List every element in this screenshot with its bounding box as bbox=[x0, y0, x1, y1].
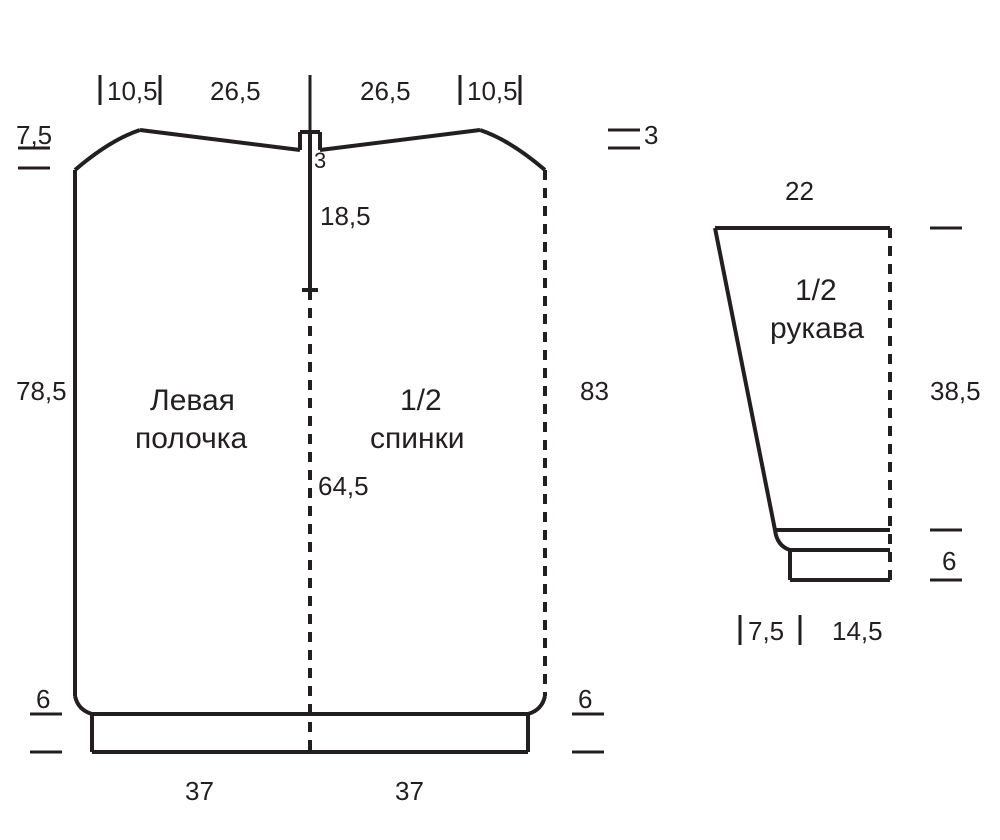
label-sleeve-2: рукава bbox=[770, 312, 864, 345]
dim-sleeve-top: 22 bbox=[785, 176, 814, 206]
dim-sleeve-height: 38,5 bbox=[930, 376, 981, 406]
dim-bottom-right: 37 bbox=[395, 776, 424, 806]
label-back-2: спинки bbox=[370, 422, 464, 455]
label-left-front-2: полочка bbox=[135, 422, 248, 455]
label-sleeve-1: 1/2 bbox=[795, 274, 837, 307]
dim-height-right: 83 bbox=[580, 376, 609, 406]
dim-sleeve-bottom-left: 7,5 bbox=[748, 616, 784, 646]
dim-hem-right: 6 bbox=[578, 684, 592, 714]
label-back-1: 1/2 bbox=[400, 384, 442, 417]
label-left-front-1: Левая bbox=[150, 384, 235, 417]
dim-top-inner-right: 26,5 bbox=[360, 76, 411, 106]
dim-top-inner-left: 26,5 bbox=[210, 76, 261, 106]
dim-hem-left: 6 bbox=[36, 684, 50, 714]
dim-bottom-left: 37 bbox=[185, 776, 214, 806]
dim-height-left: 78,5 bbox=[16, 376, 67, 406]
dim-top-outer-right: 10,5 bbox=[467, 76, 518, 106]
dim-neck-depth: 3 bbox=[314, 148, 326, 173]
dim-shoulder-right: 3 bbox=[644, 120, 658, 150]
dim-center-dashed: 64,5 bbox=[318, 471, 369, 501]
dim-sleeve-bottom-right: 14,5 bbox=[832, 616, 883, 646]
dim-sleeve-cuff: 6 bbox=[942, 546, 956, 576]
dim-top-outer-left: 10,5 bbox=[107, 76, 158, 106]
dim-slit: 18,5 bbox=[320, 201, 371, 231]
dim-shoulder-left: 7,5 bbox=[16, 120, 52, 150]
